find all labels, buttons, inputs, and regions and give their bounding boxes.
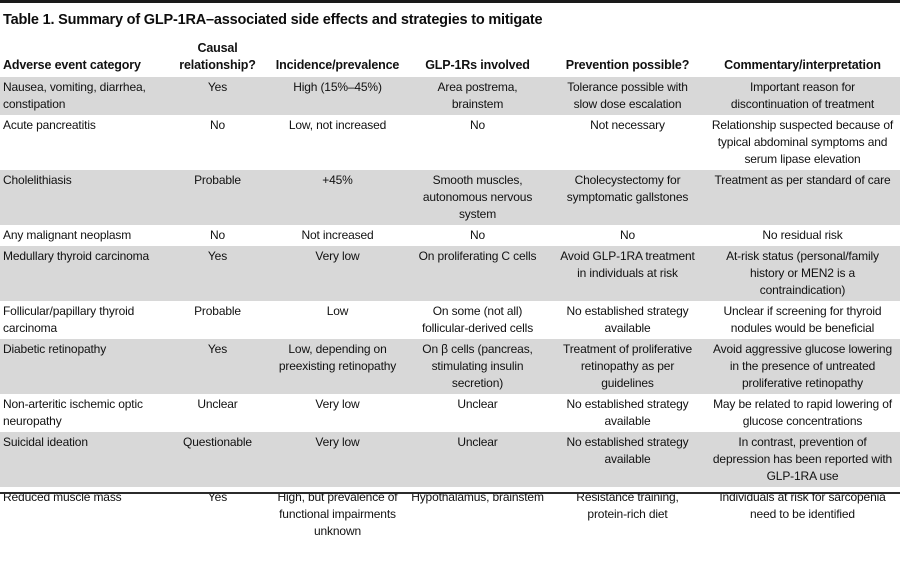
table-cell: Unclear bbox=[197, 397, 238, 411]
table-cell: Probable bbox=[194, 173, 241, 187]
table-row: Any malignant neoplasm No Not increased No N… bbox=[0, 225, 900, 246]
table-body: Nausea, vomiting, diarrhea, constipation… bbox=[0, 77, 900, 542]
table-cell: Cholecystectomy for symptomatic gallston… bbox=[566, 173, 689, 204]
table-cell: Not increased bbox=[301, 228, 374, 242]
table-row: Non-arteritic ischemic optic neuropathy U… bbox=[0, 394, 900, 432]
table-cell: No bbox=[619, 228, 636, 242]
table-cell: High, but prevalence of functional impai… bbox=[277, 490, 398, 538]
table-cell: Treatment of proliferative retinopathy a… bbox=[562, 342, 693, 390]
table-cell: Resistance training, protein-rich diet bbox=[576, 490, 679, 521]
table-cell: Relationship suspected because of typica… bbox=[711, 118, 894, 166]
table-cell: Individuals at risk for sarcopenia need … bbox=[719, 490, 886, 521]
header-row: Adverse event category Causal relationshi… bbox=[0, 39, 900, 77]
table-row: Nausea, vomiting, diarrhea, constipation… bbox=[0, 77, 900, 115]
bottom-rule bbox=[0, 492, 900, 494]
table-cell: Follicular/papillary thyroid carcinoma bbox=[3, 304, 135, 335]
column-header: Causal relationship? bbox=[179, 41, 256, 72]
table-cell: Unclear bbox=[457, 397, 498, 411]
column-header: Prevention possible? bbox=[565, 58, 690, 72]
table-cell: On proliferating C cells bbox=[418, 249, 537, 263]
table-cell: Questionable bbox=[183, 435, 252, 449]
table-row: Medullary thyroid carcinoma Yes Very low On… bbox=[0, 246, 900, 301]
table-cell: Tolerance possible with slow dose escala… bbox=[567, 80, 688, 111]
column-header: Adverse event category bbox=[3, 58, 141, 72]
column-header: GLP-1Rs involved bbox=[425, 58, 530, 72]
table-cell: Yes bbox=[207, 342, 228, 356]
table-cell: Low bbox=[326, 304, 349, 318]
table-cell: Unclear bbox=[457, 435, 498, 449]
glp1ra-side-effects-table: Adverse event category Causal relationshi… bbox=[0, 39, 900, 542]
table-cell: Any malignant neoplasm bbox=[3, 228, 132, 242]
table-row: Acute pancreatitis No Low, not increased No… bbox=[0, 115, 900, 170]
table-cell: Suicidal ideation bbox=[3, 435, 88, 449]
table-cell: No bbox=[469, 228, 486, 242]
table-row: Suicidal ideation Questionable Very low Unc… bbox=[0, 432, 900, 487]
table-row: Cholelithiasis Probable +45% Smooth muscles… bbox=[0, 170, 900, 225]
table-cell: On some (not all) follicular-derived cel… bbox=[421, 304, 534, 335]
table-cell: Treatment as per standard of care bbox=[714, 173, 891, 187]
table-cell: On β cells (pancreas, stimulating insuli… bbox=[422, 342, 533, 390]
table-cell: Yes bbox=[207, 490, 228, 504]
table-cell: Low, depending on preexisting retinopath… bbox=[278, 342, 397, 373]
table-cell: Cholelithiasis bbox=[3, 173, 72, 187]
table-cell: Very low bbox=[315, 397, 360, 411]
table-cell: Non-arteritic ischemic optic neuropathy bbox=[3, 397, 143, 428]
table-cell: Unclear if screening for thyroid nodules… bbox=[723, 304, 882, 335]
table-cell: At-risk status (personal/family history … bbox=[726, 249, 879, 297]
table-cell: Smooth muscles, autonomous nervous syste… bbox=[422, 173, 533, 221]
table-cell: +45% bbox=[322, 173, 353, 187]
table-row: Diabetic retinopathy Yes Low, depending on… bbox=[0, 339, 900, 394]
table-cell: Probable bbox=[194, 304, 241, 318]
table-cell: May be related to rapid lowering of gluc… bbox=[713, 397, 892, 428]
table-cell: Important reason for discontinuation of … bbox=[730, 80, 875, 111]
table-cell: In contrast, prevention of depression ha… bbox=[712, 435, 893, 483]
table-cell: No bbox=[209, 228, 226, 242]
column-header: Incidence/prevalence bbox=[275, 58, 400, 72]
table-cell: Avoid GLP-1RA treatment in individuals a… bbox=[560, 249, 695, 280]
column-header: Commentary/interpretation bbox=[724, 58, 881, 72]
table-cell: Avoid aggressive glucose lowering in the… bbox=[713, 342, 892, 390]
table-cell: Yes bbox=[207, 249, 228, 263]
table-cell: No established strategy available bbox=[566, 304, 689, 335]
table-row: Follicular/papillary thyroid carcinoma Pr… bbox=[0, 301, 900, 339]
table-title: Table 1. Summary of GLP-1RA–associated s… bbox=[3, 12, 543, 28]
table-cell: No residual risk bbox=[762, 228, 843, 242]
table-cell: No bbox=[209, 118, 226, 132]
table-cell: Very low bbox=[315, 435, 360, 449]
table-cell: High (15%–45%) bbox=[293, 80, 382, 94]
table-cell: Low, not increased bbox=[288, 118, 387, 132]
table-cell: Acute pancreatitis bbox=[3, 118, 96, 132]
table-cell: No bbox=[469, 118, 486, 132]
table-row: Reduced muscle mass Yes High, but prevalen… bbox=[0, 487, 900, 542]
table-cell: Hypothalamus, brainstem bbox=[411, 490, 544, 504]
table-cell: Medullary thyroid carcinoma bbox=[3, 249, 150, 263]
table-cell: Reduced muscle mass bbox=[3, 490, 122, 504]
table-cell: Diabetic retinopathy bbox=[3, 342, 107, 356]
top-rule bbox=[0, 0, 900, 3]
table-cell: No established strategy available bbox=[566, 397, 689, 428]
table-cell: Nausea, vomiting, diarrhea, constipation bbox=[3, 80, 146, 111]
table-cell: Very low bbox=[315, 249, 360, 263]
table-cell: Yes bbox=[207, 80, 228, 94]
table-cell: Not necessary bbox=[590, 118, 665, 132]
table-cell: No established strategy available bbox=[566, 435, 689, 466]
table-cell: Area postrema, brainstem bbox=[437, 80, 518, 111]
